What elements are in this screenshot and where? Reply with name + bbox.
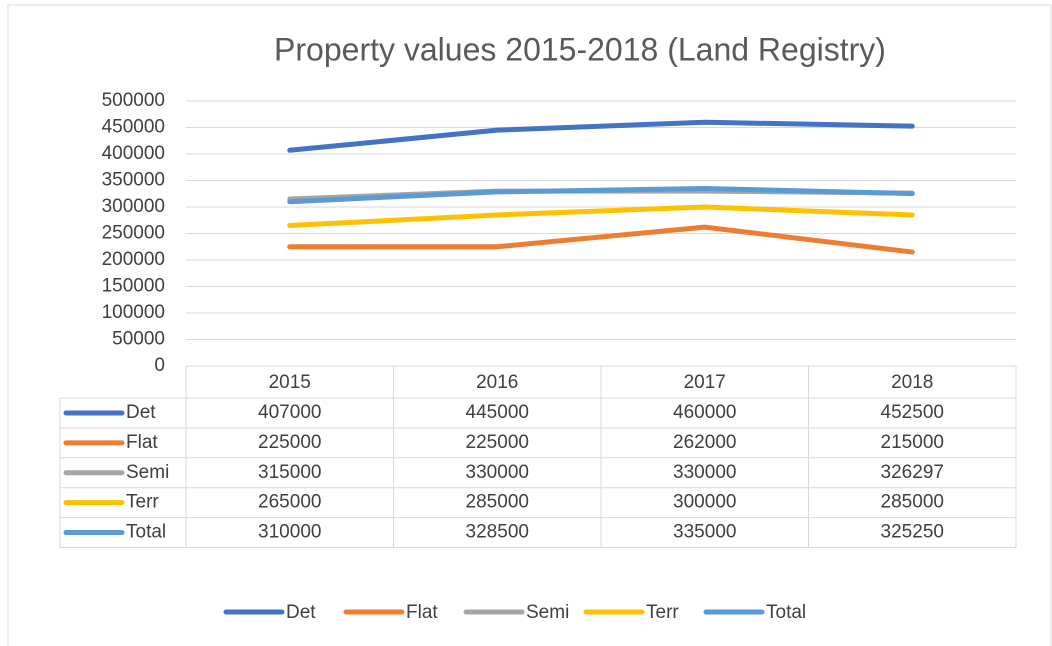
y-tick-label: 100000 — [102, 302, 165, 323]
table-row-label: Flat — [126, 432, 158, 453]
table-value: 445000 — [466, 402, 529, 423]
chart-frame — [7, 4, 1052, 646]
legend-label: Semi — [526, 602, 569, 623]
table-value: 262000 — [673, 432, 736, 453]
y-tick-label: 250000 — [102, 223, 165, 244]
y-tick-label: 200000 — [102, 249, 165, 270]
table-value: 460000 — [673, 402, 736, 423]
x-tick-label: 2015 — [269, 372, 311, 393]
y-tick-label: 300000 — [102, 196, 165, 217]
table-value: 335000 — [673, 522, 736, 543]
y-tick-label: 400000 — [102, 143, 165, 164]
x-tick-label: 2017 — [684, 372, 726, 393]
series-line — [287, 224, 915, 255]
series-line — [287, 185, 915, 205]
chart-title: Property values 2015-2018 (Land Registry… — [274, 31, 886, 67]
table-value: 315000 — [258, 462, 321, 483]
table-value: 326297 — [881, 462, 944, 483]
legend-label: Flat — [406, 602, 438, 623]
table-value: 452500 — [881, 402, 944, 423]
y-tick-label: 350000 — [102, 170, 165, 191]
x-tick-label: 2016 — [476, 372, 518, 393]
table-row-label: Total — [126, 522, 166, 543]
table-value: 325250 — [881, 522, 944, 543]
y-tick-label: 450000 — [102, 117, 165, 138]
y-tick-label: 0 — [154, 355, 165, 376]
table-value: 300000 — [673, 492, 736, 513]
x-tick-label: 2018 — [891, 372, 933, 393]
y-tick-label: 50000 — [112, 329, 165, 350]
table-value: 330000 — [466, 462, 529, 483]
table-row-label: Terr — [126, 492, 159, 513]
series-line — [287, 119, 915, 153]
legend-label: Det — [286, 602, 316, 623]
table-value: 225000 — [466, 432, 529, 453]
table-value: 285000 — [466, 492, 529, 513]
table-value: 407000 — [258, 402, 321, 423]
table-value: 265000 — [258, 492, 321, 513]
table-row-label: Semi — [126, 462, 169, 483]
y-tick-label: 150000 — [102, 276, 165, 297]
legend-label: Total — [766, 602, 806, 623]
table-value: 215000 — [881, 432, 944, 453]
table-value: 225000 — [258, 432, 321, 453]
series-line — [287, 204, 915, 229]
y-tick-label: 500000 — [102, 90, 165, 111]
legend-label: Terr — [646, 602, 679, 623]
table-value: 285000 — [881, 492, 944, 513]
table-value: 310000 — [258, 522, 321, 543]
table-value: 330000 — [673, 462, 736, 483]
table-row-label: Det — [126, 402, 156, 423]
table-value: 328500 — [466, 522, 529, 543]
